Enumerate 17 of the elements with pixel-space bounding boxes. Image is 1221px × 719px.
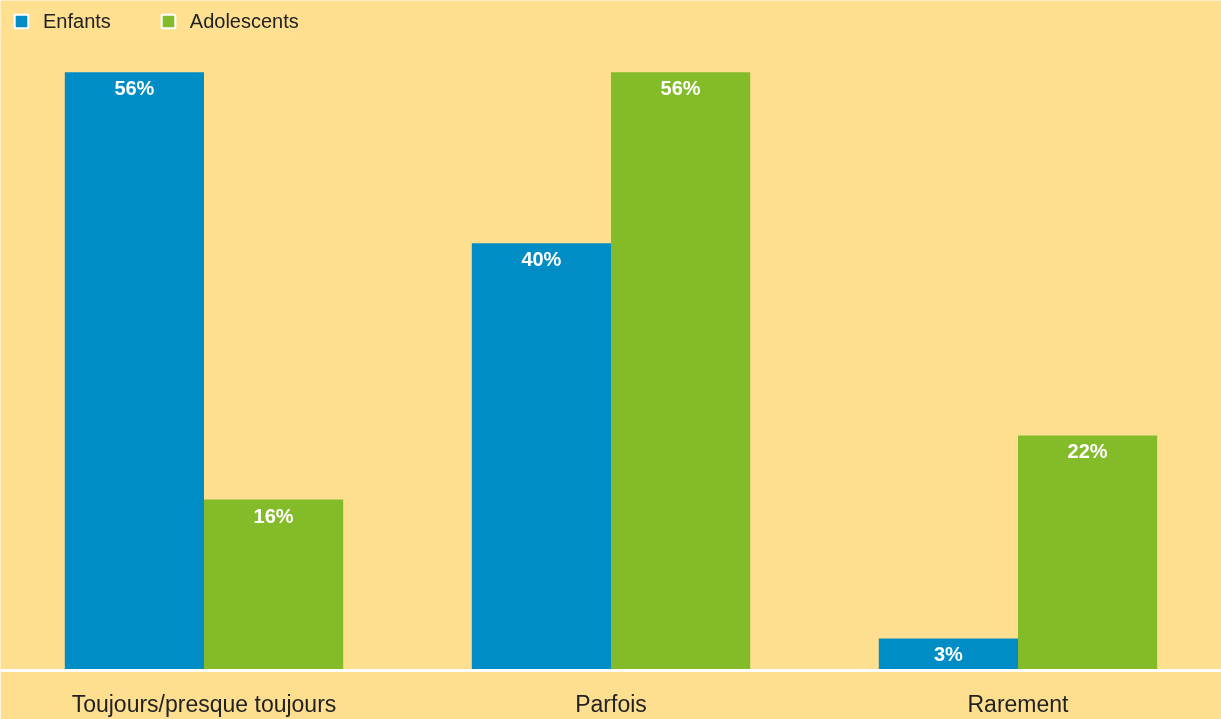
legend-label: Enfants: [43, 9, 111, 33]
x-tick-label: Rarement: [967, 690, 1070, 717]
x-tick-label: Parfois: [575, 690, 647, 717]
legend-label: Adolescents: [189, 9, 299, 33]
bar: [64, 72, 204, 671]
bar: [878, 638, 1018, 671]
data-label: 22%: [1067, 440, 1108, 463]
bar: [611, 72, 751, 671]
bar: [204, 499, 344, 671]
data-label: 16%: [253, 504, 294, 527]
data-label: 3%: [933, 643, 964, 666]
x-tick-label: Toujours/presque toujours: [71, 690, 337, 717]
bar: [471, 243, 611, 671]
bar: [1018, 435, 1158, 671]
data-label: 40%: [521, 248, 562, 271]
data-label: 56%: [114, 77, 155, 100]
data-label: 56%: [660, 77, 701, 100]
